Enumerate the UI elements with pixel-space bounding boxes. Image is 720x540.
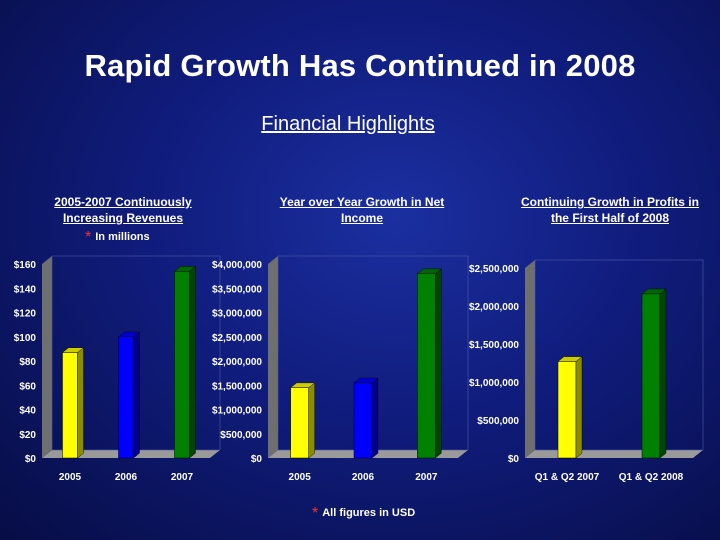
bar-side-face — [575, 356, 583, 459]
y-tick-label: $3,500,000 — [212, 284, 262, 295]
chart-back-wall — [534, 259, 704, 451]
y-tick-label: $0 — [508, 454, 520, 465]
bar-top-face — [353, 377, 379, 384]
usd-note-text: All figures in USD — [322, 507, 416, 519]
bar-2005 — [62, 352, 78, 459]
y-tick-label: $140 — [14, 284, 37, 295]
y-tick-label: $1,000,000 — [469, 378, 519, 389]
slide-subtitle: Financial Highlights — [261, 113, 435, 135]
chart-side-wall — [42, 256, 52, 458]
bar-top-face — [416, 268, 442, 274]
y-tick-label: $0 — [251, 454, 263, 465]
y-tick-label: $4,000,000 — [212, 260, 262, 271]
chart-floor — [525, 450, 703, 458]
y-tick-label: $2,000,000 — [212, 357, 262, 368]
bar-2006 — [353, 382, 373, 459]
revenue-chart-title: 2005-2007 Continuously Increasing Revenu… — [54, 195, 192, 225]
millions-note: * In millions — [85, 229, 150, 247]
bar-side-face — [133, 331, 140, 459]
y-tick-label: $1,500,000 — [212, 381, 262, 392]
y-tick-label: $1,500,000 — [469, 340, 519, 351]
bar-q1-q2-2008 — [641, 293, 661, 459]
bar-top-face — [61, 347, 85, 353]
millions-note-text: In millions — [95, 231, 150, 243]
y-tick-label: $20 — [19, 430, 36, 441]
y-tick-label: $500,000 — [220, 430, 262, 441]
y-tick-label: $160 — [14, 260, 37, 271]
bar-side-face — [371, 377, 379, 459]
bar-side-face — [659, 288, 667, 459]
revenue-chart: $0 $20 $40 $60 $80 $100 $120 $140 $160 2005 2006 20… — [14, 255, 221, 483]
bar-top-face — [557, 356, 583, 362]
y-tick-label: $100 — [14, 333, 37, 344]
x-tick-label: Q1 & Q2 2007 — [535, 472, 600, 483]
bar-side-face — [435, 268, 442, 459]
x-tick-label: 2006 — [352, 472, 375, 483]
y-tick-label: $2,500,000 — [469, 264, 519, 275]
bar-q1-q2-2007 — [557, 361, 577, 459]
y-tick-label: $2,000,000 — [469, 302, 519, 313]
bar-side-face — [308, 382, 315, 459]
y-tick-label: $60 — [19, 381, 36, 392]
x-tick-label: 2006 — [115, 472, 138, 483]
profits-chart: $0 $500,000 $1,000,000 $1,500,000 $2,000,000… — [469, 259, 704, 483]
usd-note: * All figures in USD — [312, 505, 415, 523]
y-tick-label: $120 — [14, 309, 37, 320]
slide-title: Rapid Growth Has Continued in 2008 — [84, 48, 636, 83]
x-tick-label: 2007 — [415, 472, 438, 483]
x-tick-label: 2007 — [171, 472, 194, 483]
net-income-chart-title: Year over Year Growth in Net Income — [279, 195, 445, 225]
y-tick-label: $80 — [19, 357, 36, 368]
bar-side-face — [77, 347, 84, 459]
profits-chart-title: Continuing Growth in Profits in the Firs… — [521, 195, 699, 225]
bar-2007 — [417, 273, 436, 459]
asterisk-icon: * — [312, 505, 319, 522]
x-tick-label: 2005 — [59, 472, 82, 483]
y-tick-label: $40 — [19, 406, 36, 417]
x-tick-label: Q1 & Q2 2008 — [619, 472, 684, 483]
bar-side-face — [189, 266, 196, 459]
asterisk-icon: * — [85, 229, 92, 246]
bar-top-face — [117, 331, 141, 337]
chart-side-wall — [268, 256, 278, 458]
bar-2006 — [118, 336, 134, 459]
y-tick-label: $3,000,000 — [212, 309, 262, 320]
y-tick-label: $500,000 — [477, 416, 519, 427]
bar-top-face — [173, 266, 197, 272]
bar-top-face — [641, 288, 667, 295]
net-income-chart: $0 $500,000 $1,000,000 $1,500,000 $2,000,000… — [212, 255, 469, 483]
bar-2007 — [174, 271, 190, 459]
bar-2005 — [290, 387, 309, 459]
y-tick-label: $1,000,000 — [212, 406, 262, 417]
x-tick-label: 2005 — [289, 472, 312, 483]
y-tick-label: $2,500,000 — [212, 333, 262, 344]
chart-side-wall — [525, 260, 535, 458]
y-tick-label: $0 — [25, 454, 37, 465]
bar-top-face — [290, 382, 316, 388]
